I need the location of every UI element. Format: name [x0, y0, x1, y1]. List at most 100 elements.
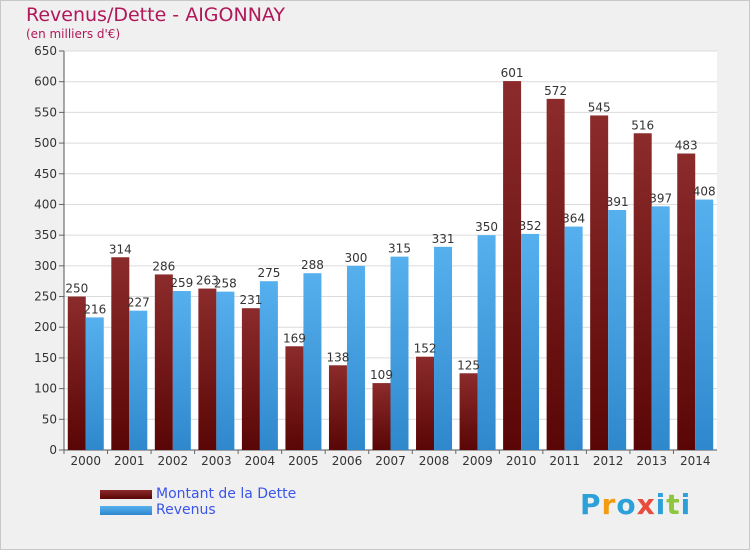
- bar-dette: [590, 115, 609, 450]
- data-label-revenus: 258: [214, 277, 237, 291]
- bar-revenus: [172, 291, 191, 450]
- chart-legend: Montant de la Dette Revenus: [100, 486, 296, 518]
- data-label-dette: 286: [152, 259, 175, 273]
- bar-dette: [67, 296, 86, 450]
- chart-title: Revenus/Dette - AIGONNAY: [26, 4, 286, 26]
- legend-label-dette: Montant de la Dette: [156, 486, 297, 502]
- legend-label-revenus: Revenus: [156, 502, 216, 518]
- legend-swatch-revenus: [100, 505, 152, 515]
- y-tick-label: 400: [34, 197, 57, 211]
- bar-dette: [633, 133, 652, 451]
- chart-subtitle: (en milliers d'€): [26, 27, 121, 41]
- y-tick-label: 300: [34, 259, 57, 273]
- legend-swatch-dette: [100, 489, 152, 499]
- data-label-revenus: 275: [257, 266, 280, 280]
- bar-dette: [546, 98, 565, 450]
- x-tick-label: 2002: [158, 454, 189, 468]
- x-tick-label: 2000: [70, 454, 101, 468]
- data-label-dette: 169: [283, 331, 306, 345]
- x-tick-label: 2010: [506, 454, 537, 468]
- bar-dette: [459, 373, 478, 450]
- y-tick-label: 350: [34, 228, 57, 242]
- bar-revenus: [346, 265, 365, 450]
- logo-letter: r: [601, 488, 617, 521]
- bar-revenus: [477, 235, 496, 450]
- data-label-revenus: 391: [606, 195, 629, 209]
- data-label-dette: 516: [631, 118, 654, 132]
- data-label-revenus: 300: [345, 251, 368, 265]
- y-tick-label: 150: [34, 351, 57, 365]
- x-tick-label: 2013: [636, 454, 667, 468]
- data-label-revenus: 397: [649, 191, 672, 205]
- data-label-dette: 545: [588, 100, 611, 114]
- data-label-revenus: 288: [301, 258, 324, 272]
- y-tick-label: 250: [34, 290, 57, 304]
- bar-dette: [416, 356, 435, 450]
- bar-revenus: [564, 226, 583, 450]
- bar-revenus: [521, 233, 540, 450]
- x-tick-label: 2004: [245, 454, 276, 468]
- x-tick-label: 2012: [593, 454, 624, 468]
- bar-dette: [111, 257, 130, 450]
- y-tick-label: 500: [34, 136, 57, 150]
- bar-dette: [328, 365, 347, 450]
- bar-revenus: [390, 256, 409, 450]
- logo-letter: P: [580, 488, 602, 521]
- bar-dette: [677, 153, 696, 450]
- y-tick-label: 100: [34, 382, 57, 396]
- data-label-dette: 601: [501, 66, 524, 80]
- y-tick-label: 600: [34, 75, 57, 89]
- x-tick-label: 2005: [288, 454, 319, 468]
- data-label-dette: 138: [327, 350, 350, 364]
- data-label-revenus: 216: [83, 302, 106, 316]
- bar-revenus: [651, 206, 670, 450]
- x-tick-label: 2001: [114, 454, 145, 468]
- data-label-dette: 263: [196, 274, 219, 288]
- y-tick-label: 200: [34, 320, 57, 334]
- data-label-revenus: 352: [519, 219, 542, 233]
- data-label-revenus: 259: [170, 276, 193, 290]
- bar-revenus: [259, 281, 278, 450]
- data-label-dette: 231: [239, 293, 262, 307]
- logo-letter: o: [616, 488, 637, 521]
- data-label-dette: 314: [109, 242, 132, 256]
- x-tick-label: 2007: [375, 454, 406, 468]
- bar-revenus: [695, 199, 714, 450]
- bar-dette: [241, 308, 260, 450]
- bar-revenus: [608, 209, 627, 450]
- bar-dette: [503, 81, 522, 450]
- data-label-revenus: 408: [693, 185, 716, 199]
- proxiti-logo: Proxiti: [580, 488, 691, 521]
- x-tick-label: 2003: [201, 454, 232, 468]
- x-tick-label: 2006: [332, 454, 363, 468]
- y-tick-label: 50: [42, 412, 57, 426]
- data-label-revenus: 364: [562, 212, 585, 226]
- data-label-revenus: 315: [388, 242, 411, 256]
- bar-dette: [285, 346, 304, 450]
- legend-item-dette: Montant de la Dette: [100, 486, 296, 502]
- y-tick-label: 550: [34, 105, 57, 119]
- data-label-dette: 572: [544, 84, 567, 98]
- bar-revenus: [85, 317, 104, 450]
- bar-revenus: [303, 273, 322, 450]
- bar-revenus: [216, 291, 235, 450]
- bar-revenus: [129, 310, 148, 450]
- y-tick-label: 450: [34, 167, 57, 181]
- logo-letter: i: [680, 488, 692, 521]
- data-label-dette: 109: [370, 368, 393, 382]
- data-label-revenus: 350: [475, 220, 498, 234]
- x-tick-label: 2011: [549, 454, 580, 468]
- data-label-revenus: 331: [432, 232, 455, 246]
- logo-letter: t: [666, 488, 681, 521]
- bar-revenus: [434, 246, 453, 450]
- x-tick-label: 2009: [462, 454, 493, 468]
- bars: [67, 81, 714, 451]
- x-tick-label: 2008: [419, 454, 450, 468]
- data-label-dette: 483: [675, 139, 698, 153]
- logo-letter: i: [655, 488, 667, 521]
- data-label-dette: 152: [414, 342, 437, 356]
- y-tick-label: 0: [49, 443, 57, 457]
- legend-item-revenus: Revenus: [100, 502, 296, 518]
